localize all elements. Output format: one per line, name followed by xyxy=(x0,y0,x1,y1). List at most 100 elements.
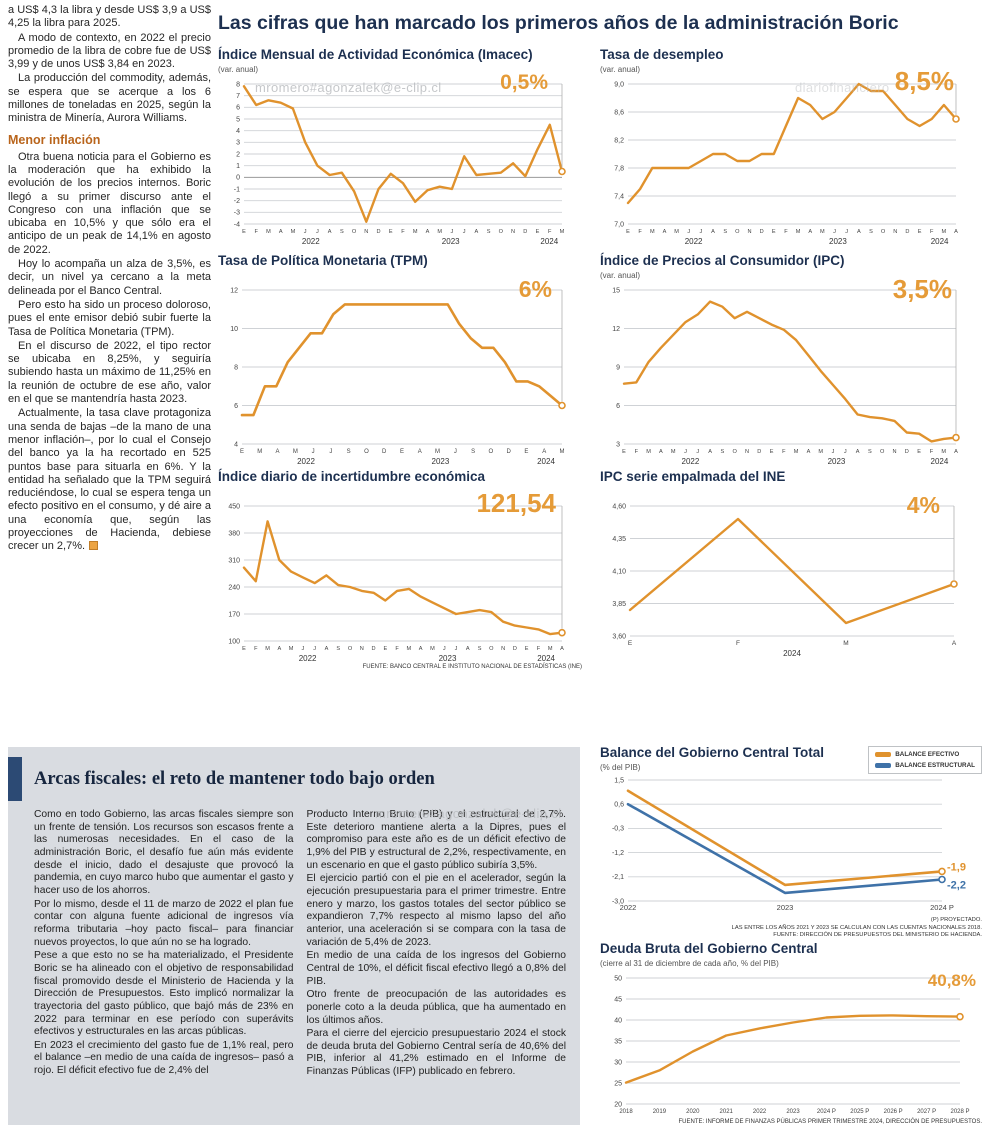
svg-text:M: M xyxy=(843,640,848,647)
svg-text:J: J xyxy=(684,449,687,455)
svg-text:M: M xyxy=(794,449,799,455)
svg-text:M: M xyxy=(942,229,947,235)
chart-value-callout: 40,8% xyxy=(927,970,976,990)
svg-text:E: E xyxy=(389,229,393,235)
svg-text:A: A xyxy=(856,449,860,455)
svg-text:O: O xyxy=(735,229,740,235)
svg-text:M: M xyxy=(941,449,946,455)
svg-text:45: 45 xyxy=(614,996,622,1003)
svg-text:-4: -4 xyxy=(234,221,240,228)
chart-source: FUENTE: INFORME DE FINANZAS PÚBLICAS PRI… xyxy=(678,1119,983,1125)
svg-text:4,10: 4,10 xyxy=(612,568,626,575)
svg-text:2023: 2023 xyxy=(828,457,846,466)
chart-subtitle: (var. anual) xyxy=(600,64,641,74)
chart-header-titles: Balance del Gobierno Central Total (% de… xyxy=(600,745,824,774)
svg-text:J: J xyxy=(301,646,304,652)
chart-plot: 8,5% 9,0 8,6 8,2 7,8 7,4 7,0 E F M A M J J A S O N D E F M A M… xyxy=(600,68,976,246)
svg-text:O: O xyxy=(881,229,886,235)
chart-deuda-bruta: Deuda Bruta del Gobierno Central (cierre… xyxy=(600,941,983,1125)
svg-text:380: 380 xyxy=(228,530,240,537)
paragraph: Pero esto ha sido un proceso doloroso, p… xyxy=(8,298,211,338)
chart-subtitle: (% del PIB) xyxy=(600,762,641,772)
svg-text:M: M xyxy=(820,229,825,235)
svg-text:A: A xyxy=(659,449,663,455)
chart-title: Tasa de Política Monetaria (TPM) xyxy=(218,253,428,268)
svg-text:A: A xyxy=(277,646,281,652)
svg-text:12: 12 xyxy=(230,287,238,294)
svg-text:2023: 2023 xyxy=(829,237,847,246)
svg-text:1,5: 1,5 xyxy=(614,777,624,784)
svg-text:M: M xyxy=(257,449,262,455)
paragraph: LAS ENTRE LOS AÑOS 2021 Y 2023 SE CALCUL… xyxy=(731,924,982,931)
svg-text:2022: 2022 xyxy=(620,903,637,912)
svg-text:20: 20 xyxy=(614,1101,622,1108)
svg-text:J: J xyxy=(844,449,847,455)
svg-text:35: 35 xyxy=(614,1038,622,1045)
svg-text:40: 40 xyxy=(614,1017,622,1024)
svg-text:12: 12 xyxy=(612,325,620,332)
legend-label: BALANCE ESTRUCTURAL xyxy=(895,762,975,769)
svg-text:E: E xyxy=(524,449,528,455)
chart-balance-fiscal: Balance del Gobierno Central Total (% de… xyxy=(600,745,982,940)
svg-text:A: A xyxy=(426,229,430,235)
chart-plot: 121,54 450 380 310 240 170 100 E F M A M J J A S O N D E F M… xyxy=(218,490,582,663)
svg-text:O: O xyxy=(489,449,494,455)
paragraph: Actualmente, la tasa clave protagoniza u… xyxy=(8,407,211,553)
svg-text:-0,3: -0,3 xyxy=(612,826,624,833)
chart-source: FUENTE: BANCO CENTRAL E INSTITUTO NACION… xyxy=(362,664,582,670)
svg-text:25: 25 xyxy=(614,1080,622,1087)
svg-text:O: O xyxy=(499,229,504,235)
svg-text:F: F xyxy=(930,229,934,235)
chart-canvas: 9,08,68,27,87,47,0E F M A M J J A S O N D E F M A M J J A S O… xyxy=(614,81,960,246)
svg-text:2024 P: 2024 P xyxy=(930,903,954,912)
chart-title: Deuda Bruta del Gobierno Central xyxy=(600,941,818,956)
svg-text:S: S xyxy=(478,646,482,652)
svg-text:M: M xyxy=(289,646,294,652)
svg-text:6: 6 xyxy=(236,104,240,111)
svg-text:D: D xyxy=(760,229,764,235)
svg-text:S: S xyxy=(487,229,491,235)
svg-text:2022: 2022 xyxy=(685,237,703,246)
svg-text:A: A xyxy=(808,229,812,235)
svg-text:A: A xyxy=(807,449,811,455)
svg-text:2021: 2021 xyxy=(720,1109,734,1115)
svg-text:F: F xyxy=(537,646,541,652)
svg-text:A: A xyxy=(475,229,479,235)
svg-text:3: 3 xyxy=(616,441,620,448)
svg-text:J: J xyxy=(304,229,307,235)
svg-text:O: O xyxy=(352,229,357,235)
svg-text:2022: 2022 xyxy=(302,237,320,246)
chart-subtitle: (cierre al 31 de diciembre de cada año, … xyxy=(600,958,779,968)
fiscal-column-1: Como en todo Gobierno, las arcas fiscale… xyxy=(34,809,294,1080)
svg-text:A: A xyxy=(711,229,715,235)
svg-text:S: S xyxy=(336,646,340,652)
svg-text:M: M xyxy=(560,229,565,235)
svg-text:J: J xyxy=(454,449,457,455)
chart-canvas: 4,60 4,35 4,10 3,85 3,60E F M A 2024 xyxy=(612,503,958,658)
svg-text:F: F xyxy=(255,229,259,235)
svg-text:O: O xyxy=(732,449,737,455)
svg-text:J: J xyxy=(699,229,702,235)
fiscal-box-columns: Como en todo Gobierno, las arcas fiscale… xyxy=(8,805,580,1090)
chart-value-callout: 4% xyxy=(906,491,940,518)
svg-text:E: E xyxy=(242,229,246,235)
chart-subtitle: (var. anual) xyxy=(218,64,259,74)
svg-text:M: M xyxy=(266,229,271,235)
svg-text:2023: 2023 xyxy=(786,1109,800,1115)
svg-text:M: M xyxy=(818,449,823,455)
fiscal-box-header: Arcas fiscales: el reto de mantener todo… xyxy=(8,747,580,805)
svg-text:J: J xyxy=(312,449,315,455)
paragraph: Para el cierre del ejercicio presupuesta… xyxy=(306,1028,567,1078)
svg-text:J: J xyxy=(455,646,458,652)
svg-text:E: E xyxy=(400,449,404,455)
svg-text:100: 100 xyxy=(228,638,240,645)
svg-text:E: E xyxy=(242,646,246,652)
paragraph: En medio de una caída de los ingresos de… xyxy=(306,950,567,987)
svg-text:2019: 2019 xyxy=(653,1109,667,1115)
svg-text:F: F xyxy=(401,229,405,235)
svg-text:6: 6 xyxy=(234,402,238,409)
svg-text:M: M xyxy=(430,646,435,652)
chart-value-callout: 8,5% xyxy=(894,65,954,96)
